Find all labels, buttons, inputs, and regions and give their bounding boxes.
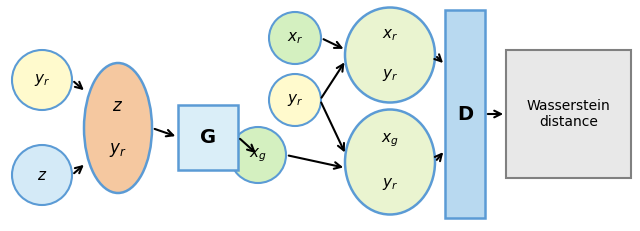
Text: $\mathit{y}_r$: $\mathit{y}_r$ — [287, 92, 303, 108]
Text: $\mathit{y}_r$: $\mathit{y}_r$ — [382, 176, 398, 192]
Ellipse shape — [12, 50, 72, 110]
Text: D: D — [457, 104, 473, 124]
Ellipse shape — [269, 12, 321, 64]
Bar — [178, 105, 238, 170]
Text: G: G — [200, 128, 216, 147]
Ellipse shape — [230, 127, 286, 183]
Text: $\mathit{x}_r$: $\mathit{x}_r$ — [382, 27, 398, 43]
Ellipse shape — [84, 63, 152, 193]
Bar — [445, 10, 485, 218]
Text: $\mathit{x}_g$: $\mathit{x}_g$ — [381, 131, 399, 149]
Text: $\mathit{y}_r$: $\mathit{y}_r$ — [382, 67, 398, 83]
Bar — [506, 50, 631, 178]
Ellipse shape — [269, 74, 321, 126]
Text: $\mathit{y}_r$: $\mathit{y}_r$ — [34, 72, 50, 88]
Ellipse shape — [12, 145, 72, 205]
Text: $\mathit{z}$: $\mathit{z}$ — [113, 97, 124, 115]
Text: $\mathit{x}_g$: $\mathit{x}_g$ — [249, 146, 267, 164]
Text: $\mathit{x}_r$: $\mathit{x}_r$ — [287, 30, 303, 46]
Text: $\mathit{z}$: $\mathit{z}$ — [37, 167, 47, 182]
Text: Wasserstein
distance: Wasserstein distance — [527, 99, 611, 129]
Ellipse shape — [345, 109, 435, 215]
Ellipse shape — [345, 7, 435, 103]
Text: $\mathit{y}_r$: $\mathit{y}_r$ — [109, 141, 127, 159]
